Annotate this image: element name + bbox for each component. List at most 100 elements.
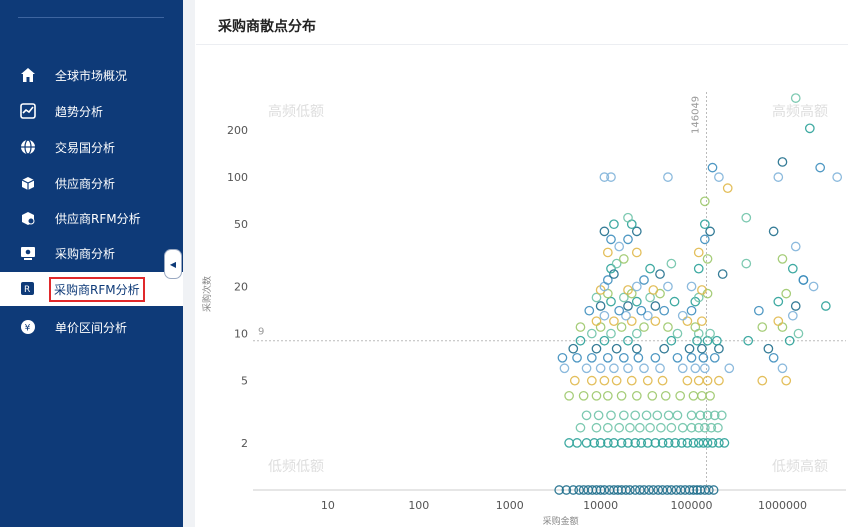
scatter-point — [595, 363, 606, 374]
scatter-point — [581, 410, 592, 421]
scatter-point — [635, 422, 645, 433]
scatter-point — [648, 485, 659, 495]
scatter-point — [757, 375, 768, 386]
scatter-point — [650, 352, 661, 363]
scatter-point — [703, 485, 714, 495]
sidebar-item-trend[interactable]: 趋势分析 — [0, 94, 183, 128]
sidebar-item-unit-price[interactable]: ¥ 单价区间分析 — [0, 310, 183, 344]
scatter-point — [599, 172, 610, 182]
scatter-point — [606, 263, 616, 274]
scatter-point — [621, 310, 631, 321]
scatter-point — [626, 375, 637, 386]
scatter-point — [709, 352, 720, 363]
sidebar-item-trade-country[interactable]: 交易国分析 — [0, 130, 183, 164]
scatter-point — [645, 263, 655, 274]
scatter-point — [618, 410, 629, 421]
scatter-point — [572, 352, 582, 363]
sidebar-item-label: 全球市场概况 — [55, 68, 128, 83]
sidebar-collapse-button[interactable]: ◀ — [164, 249, 182, 279]
globe-icon — [19, 138, 37, 156]
scatter-point — [581, 438, 592, 448]
trend-icon — [19, 102, 37, 120]
scatter-point — [793, 328, 804, 339]
x-tick-label: 1000 — [496, 499, 524, 512]
scatter-point — [631, 281, 642, 292]
scatter-point — [557, 352, 568, 363]
scatter-point — [702, 410, 713, 421]
scatter-point — [706, 422, 717, 433]
scatter-point — [693, 422, 704, 433]
scatter-point — [790, 301, 801, 311]
scatter-point — [675, 390, 686, 401]
scatter-point — [568, 343, 579, 354]
scatter-point — [650, 301, 661, 311]
y-tick-label: 10 — [234, 328, 248, 341]
scatter-point — [593, 410, 604, 421]
scatter-point — [618, 254, 629, 264]
sidebar-item-buyer-rfm[interactable]: R 采购商RFM分析 — [0, 272, 183, 306]
scatter-point — [722, 183, 733, 194]
scatter-point — [631, 296, 642, 307]
scatter-point — [639, 322, 649, 332]
scatter-point — [808, 281, 819, 292]
scatter-point — [716, 410, 727, 421]
scatter-point — [659, 343, 670, 354]
quadrant-label-bottom-right: 低频高额 — [772, 458, 828, 475]
sidebar-item-supplier-rfm[interactable]: 供应商RFM分析 — [0, 201, 183, 235]
scatter-point — [820, 301, 831, 311]
scatter-point — [648, 285, 659, 295]
scatter-point — [633, 352, 644, 363]
scatter-point — [672, 328, 683, 339]
scatter-point — [602, 275, 613, 285]
scatter-point — [686, 352, 697, 363]
scatter-point — [707, 438, 718, 448]
scatter-point — [655, 363, 665, 374]
scatter-point — [695, 410, 706, 421]
x-tick-label: 100000 — [671, 499, 713, 512]
scatter-point — [561, 485, 572, 495]
panel-header: 采购商散点分布 — [196, 4, 848, 45]
scatter-point — [599, 226, 610, 237]
scatter-point — [595, 322, 606, 332]
scatter-point — [602, 352, 613, 363]
scatter-point — [630, 438, 641, 448]
scatter-point — [623, 234, 633, 245]
sidebar-item-supplier[interactable]: 供应商分析 — [0, 166, 183, 200]
scatter-point — [741, 212, 752, 223]
scatter-point — [773, 316, 784, 327]
scatter-point — [602, 438, 613, 448]
x-tick-label: 10000 — [583, 499, 618, 512]
y-tick-label: 50 — [234, 218, 248, 231]
scatter-point — [609, 316, 619, 327]
scatter-point — [631, 328, 642, 339]
sidebar-item-label: 供应商分析 — [55, 176, 116, 191]
scatter-point — [595, 301, 606, 311]
quadrant-label-bottom-left: 低频低额 — [268, 459, 324, 475]
scatter-point — [682, 438, 693, 448]
sidebar-item-label: 供应商RFM分析 — [55, 211, 141, 226]
scatter-point — [614, 241, 625, 252]
sidebar-item-global-market[interactable]: 全球市场概况 — [0, 58, 183, 92]
scatter-point — [641, 410, 652, 421]
scatter-point — [690, 322, 701, 332]
scatter-point — [741, 258, 752, 269]
scatter-point — [714, 172, 724, 182]
scatter-point — [686, 422, 697, 433]
scatter-point — [602, 247, 613, 258]
y-tick-label: 200 — [227, 124, 248, 137]
scatter-point — [781, 288, 792, 299]
sidebar-divider — [18, 17, 164, 18]
sidebar-item-buyer[interactable]: 采购商分析 — [0, 236, 183, 270]
scatter-point — [564, 390, 574, 401]
scatter-point — [697, 343, 707, 354]
scatter-point — [591, 343, 602, 354]
scatter-point — [804, 123, 815, 134]
scatter-point — [581, 363, 592, 374]
scatter-point — [663, 438, 674, 448]
scatter-point — [714, 343, 724, 354]
scatter-point — [773, 296, 784, 307]
scatter-point — [586, 352, 597, 363]
scatter-point — [787, 263, 798, 274]
scatter-point — [609, 485, 619, 495]
scatter-point — [699, 219, 710, 230]
